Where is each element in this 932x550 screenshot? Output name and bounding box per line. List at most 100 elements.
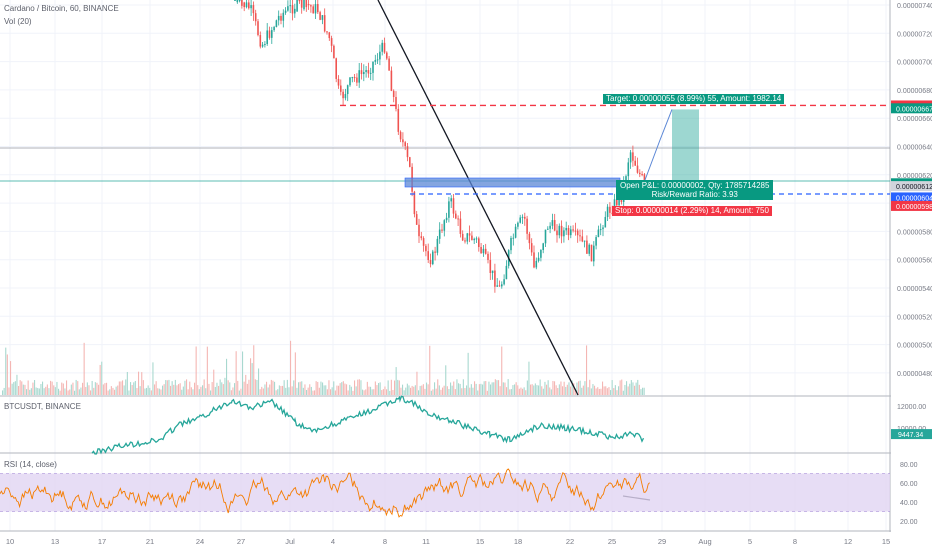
candle-body bbox=[351, 77, 354, 79]
volume-bar bbox=[280, 385, 282, 395]
volume-legend: Vol (20) bbox=[4, 17, 32, 26]
candle-body bbox=[593, 245, 595, 262]
volume-bar bbox=[96, 382, 98, 395]
volume-bar bbox=[379, 382, 381, 395]
candle-body bbox=[395, 96, 397, 109]
volume-bar bbox=[6, 354, 8, 395]
volume-bar bbox=[432, 389, 434, 395]
price-tag-label: 0.00000604 bbox=[896, 195, 932, 202]
drawings[interactable] bbox=[340, 0, 890, 501]
volume-bar bbox=[70, 384, 72, 395]
volume-bar bbox=[467, 352, 469, 395]
volume-bar bbox=[595, 388, 597, 395]
candle-body bbox=[282, 12, 285, 21]
candle-body bbox=[496, 285, 498, 287]
volume-bar bbox=[509, 389, 511, 395]
volume-bar bbox=[376, 385, 378, 395]
candle-body bbox=[379, 51, 381, 60]
candle-body bbox=[261, 44, 264, 47]
volume-bar bbox=[368, 386, 370, 395]
candle-body bbox=[323, 15, 326, 32]
volume-bar bbox=[131, 385, 133, 395]
volume-bar bbox=[110, 386, 112, 395]
volume-bar bbox=[541, 386, 543, 395]
volume-bar bbox=[302, 387, 304, 395]
volume-bar bbox=[232, 387, 234, 395]
open-pl-label[interactable]: Open P&L: 0.00000002, Qty: 1785714285 Ri… bbox=[616, 180, 774, 200]
candle-body bbox=[441, 229, 443, 231]
candle-body bbox=[586, 240, 588, 254]
volume-bar bbox=[602, 381, 604, 395]
axis-bg bbox=[891, 0, 932, 550]
candle-body bbox=[519, 217, 521, 223]
volume-bar bbox=[315, 381, 317, 395]
volume-bar bbox=[240, 388, 242, 395]
volume-bar bbox=[358, 379, 360, 395]
price-tag-bg bbox=[891, 192, 932, 203]
candle-body bbox=[535, 260, 538, 268]
candle-body bbox=[277, 15, 280, 21]
volume-bar bbox=[390, 379, 392, 395]
volume-bar bbox=[363, 390, 365, 395]
volume-bar bbox=[611, 380, 613, 395]
volume-bar bbox=[322, 382, 324, 395]
volume-bar bbox=[606, 388, 608, 395]
time-tick-label: 15 bbox=[476, 537, 484, 546]
volume-bar bbox=[323, 385, 325, 395]
rsi-band bbox=[0, 473, 890, 512]
volume-bar bbox=[530, 384, 532, 395]
time-tick-label: 8 bbox=[793, 537, 797, 546]
candle-body bbox=[369, 72, 372, 74]
volume-bar bbox=[294, 352, 296, 395]
candle-body bbox=[438, 229, 441, 239]
volume-bar bbox=[334, 390, 336, 395]
candle-body bbox=[342, 91, 344, 99]
stop-label[interactable]: Stop: 0.00000014 (2.29%) 14, Amount: 750 bbox=[612, 206, 772, 216]
candle-body bbox=[581, 236, 584, 242]
volume-bar bbox=[608, 387, 610, 395]
volume-bar bbox=[437, 379, 439, 395]
volume-bar bbox=[264, 384, 266, 395]
volume-bar bbox=[539, 379, 541, 395]
volume-bar bbox=[251, 363, 253, 395]
target-label[interactable]: Target: 0.00000055 (8.99%) 55, Amount: 1… bbox=[603, 94, 785, 104]
volume-bar bbox=[195, 346, 197, 395]
volume-bar bbox=[557, 387, 559, 395]
volume-bar bbox=[411, 385, 413, 395]
volume-bar bbox=[27, 380, 29, 395]
price-tag-label: 0.00000667 bbox=[896, 106, 932, 113]
volume-bar bbox=[526, 380, 528, 395]
volume-bar bbox=[288, 387, 290, 395]
candle-body bbox=[349, 77, 351, 86]
candle-body bbox=[636, 165, 639, 173]
candle-body bbox=[558, 225, 561, 236]
volume-bar bbox=[448, 389, 450, 395]
volume-bar bbox=[296, 387, 298, 395]
time-tick-label: 8 bbox=[383, 537, 387, 546]
time-tick-label: 13 bbox=[51, 537, 59, 546]
volume-bar bbox=[619, 380, 621, 395]
time-tick-label: 4 bbox=[331, 537, 335, 546]
volume-bar bbox=[235, 351, 237, 395]
volume-bar bbox=[50, 380, 52, 395]
volume-bar bbox=[80, 387, 82, 395]
volume-bar bbox=[19, 380, 21, 395]
volume-bar bbox=[504, 382, 506, 395]
volume-bar bbox=[488, 381, 490, 395]
volume-bar bbox=[629, 383, 631, 395]
volume-bar bbox=[373, 389, 375, 395]
volume-bar bbox=[90, 390, 92, 395]
volume-bar bbox=[122, 380, 124, 395]
volume-bar bbox=[3, 387, 5, 395]
candle-body bbox=[264, 43, 266, 45]
volume-bar bbox=[389, 390, 391, 395]
volume-bar bbox=[98, 384, 100, 395]
volume-bar bbox=[493, 382, 495, 395]
volume-bar bbox=[192, 389, 194, 395]
volume-bar bbox=[34, 380, 36, 395]
candle-body bbox=[494, 270, 496, 287]
volume-bar bbox=[154, 384, 156, 395]
candle-body bbox=[386, 52, 388, 59]
candle-body bbox=[583, 240, 586, 242]
